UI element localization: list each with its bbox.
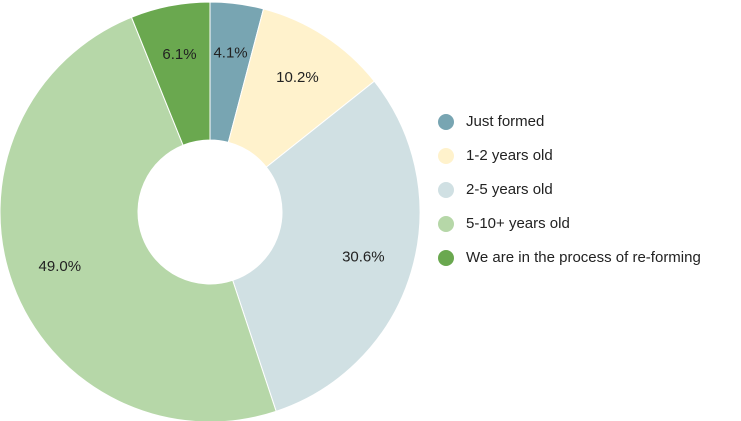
- data-label: 49.0%: [39, 258, 82, 275]
- data-label: 10.2%: [276, 69, 319, 86]
- legend-label: Just formed: [466, 113, 544, 130]
- legend-label: We are in the process of re-forming: [466, 249, 701, 266]
- pie-slice: [232, 80, 421, 412]
- legend-label: 5-10+ years old: [466, 215, 570, 232]
- legend-label: 2-5 years old: [466, 181, 553, 198]
- legend-label: 1-2 years old: [466, 147, 553, 164]
- data-label: 6.1%: [162, 46, 196, 63]
- pie-slice: [227, 8, 376, 168]
- legend-swatch: [438, 182, 454, 198]
- pie-slice: [0, 16, 277, 421]
- legend-swatch: [438, 148, 454, 164]
- data-label: 30.6%: [342, 249, 385, 266]
- legend-swatch: [438, 250, 454, 266]
- pie-slice: [130, 1, 211, 146]
- data-label: 4.1%: [213, 44, 247, 61]
- legend-swatch: [438, 216, 454, 232]
- legend-swatch: [438, 114, 454, 130]
